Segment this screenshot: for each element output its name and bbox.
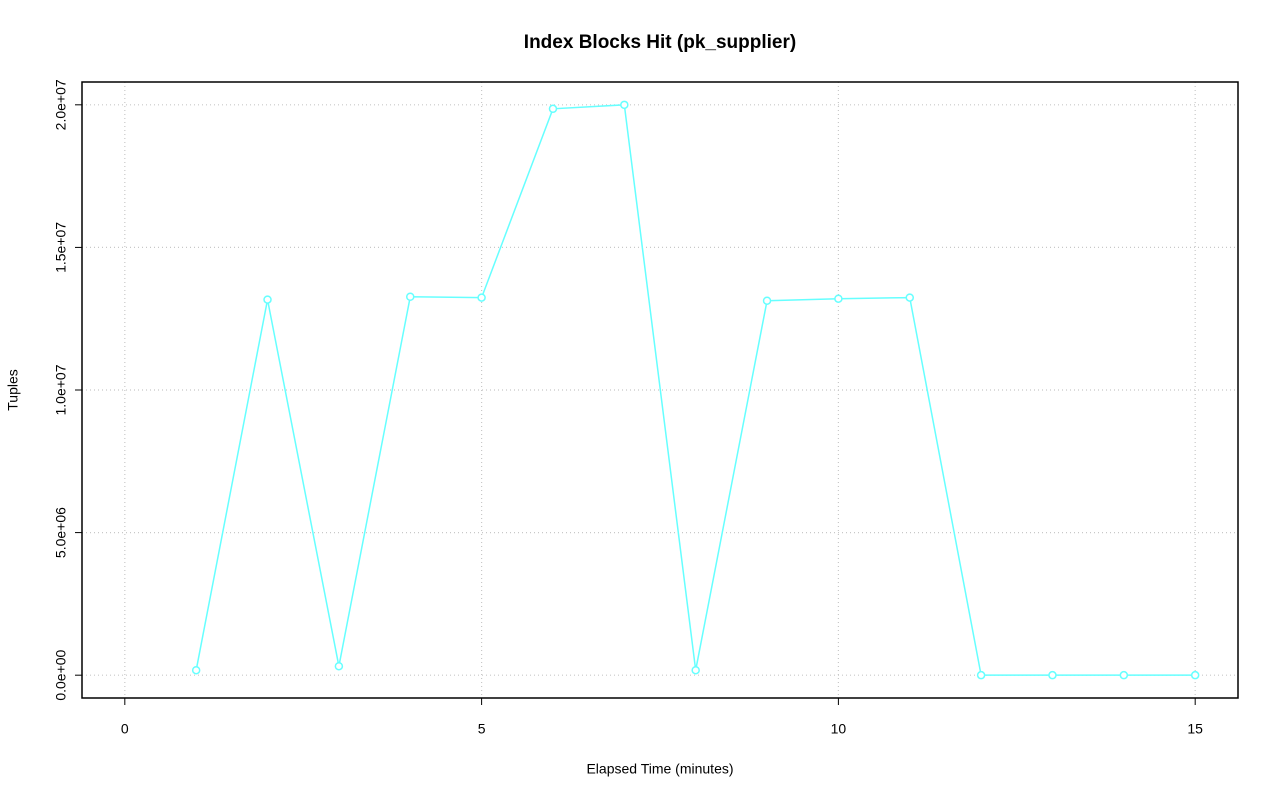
data-point [548,104,558,114]
data-point [1190,670,1200,680]
x-tick-label: 0 [121,721,129,737]
data-point [263,295,272,304]
y-tick-label: 1.0e+07 [53,364,69,415]
data-point [976,670,986,680]
data-point [620,100,629,110]
x-tick-label: 10 [831,721,847,737]
x-axis-label: Elapsed Time (minutes) [586,761,733,777]
data-point [1119,670,1129,680]
y-tick-label: 1.5e+07 [53,222,69,273]
data-point [477,293,486,302]
data-point [834,294,843,303]
data-point [1048,670,1057,680]
data-point [405,292,415,301]
data-point [691,665,700,675]
data-point [334,661,344,671]
y-tick-label: 5.0e+06 [53,507,69,558]
data-point [905,293,915,302]
data-point [191,665,201,675]
y-tick-label: 2.0e+07 [53,79,69,130]
x-tick-label: 5 [478,721,486,737]
y-tick-label: 0.0e+00 [53,649,69,700]
chart-title: Index Blocks Hit (pk_supplier) [524,32,796,53]
y-axis-label: Tuples [5,369,21,411]
plot-frame [81,81,1239,699]
data-point [762,296,772,305]
x-tick-label: 15 [1187,721,1203,737]
